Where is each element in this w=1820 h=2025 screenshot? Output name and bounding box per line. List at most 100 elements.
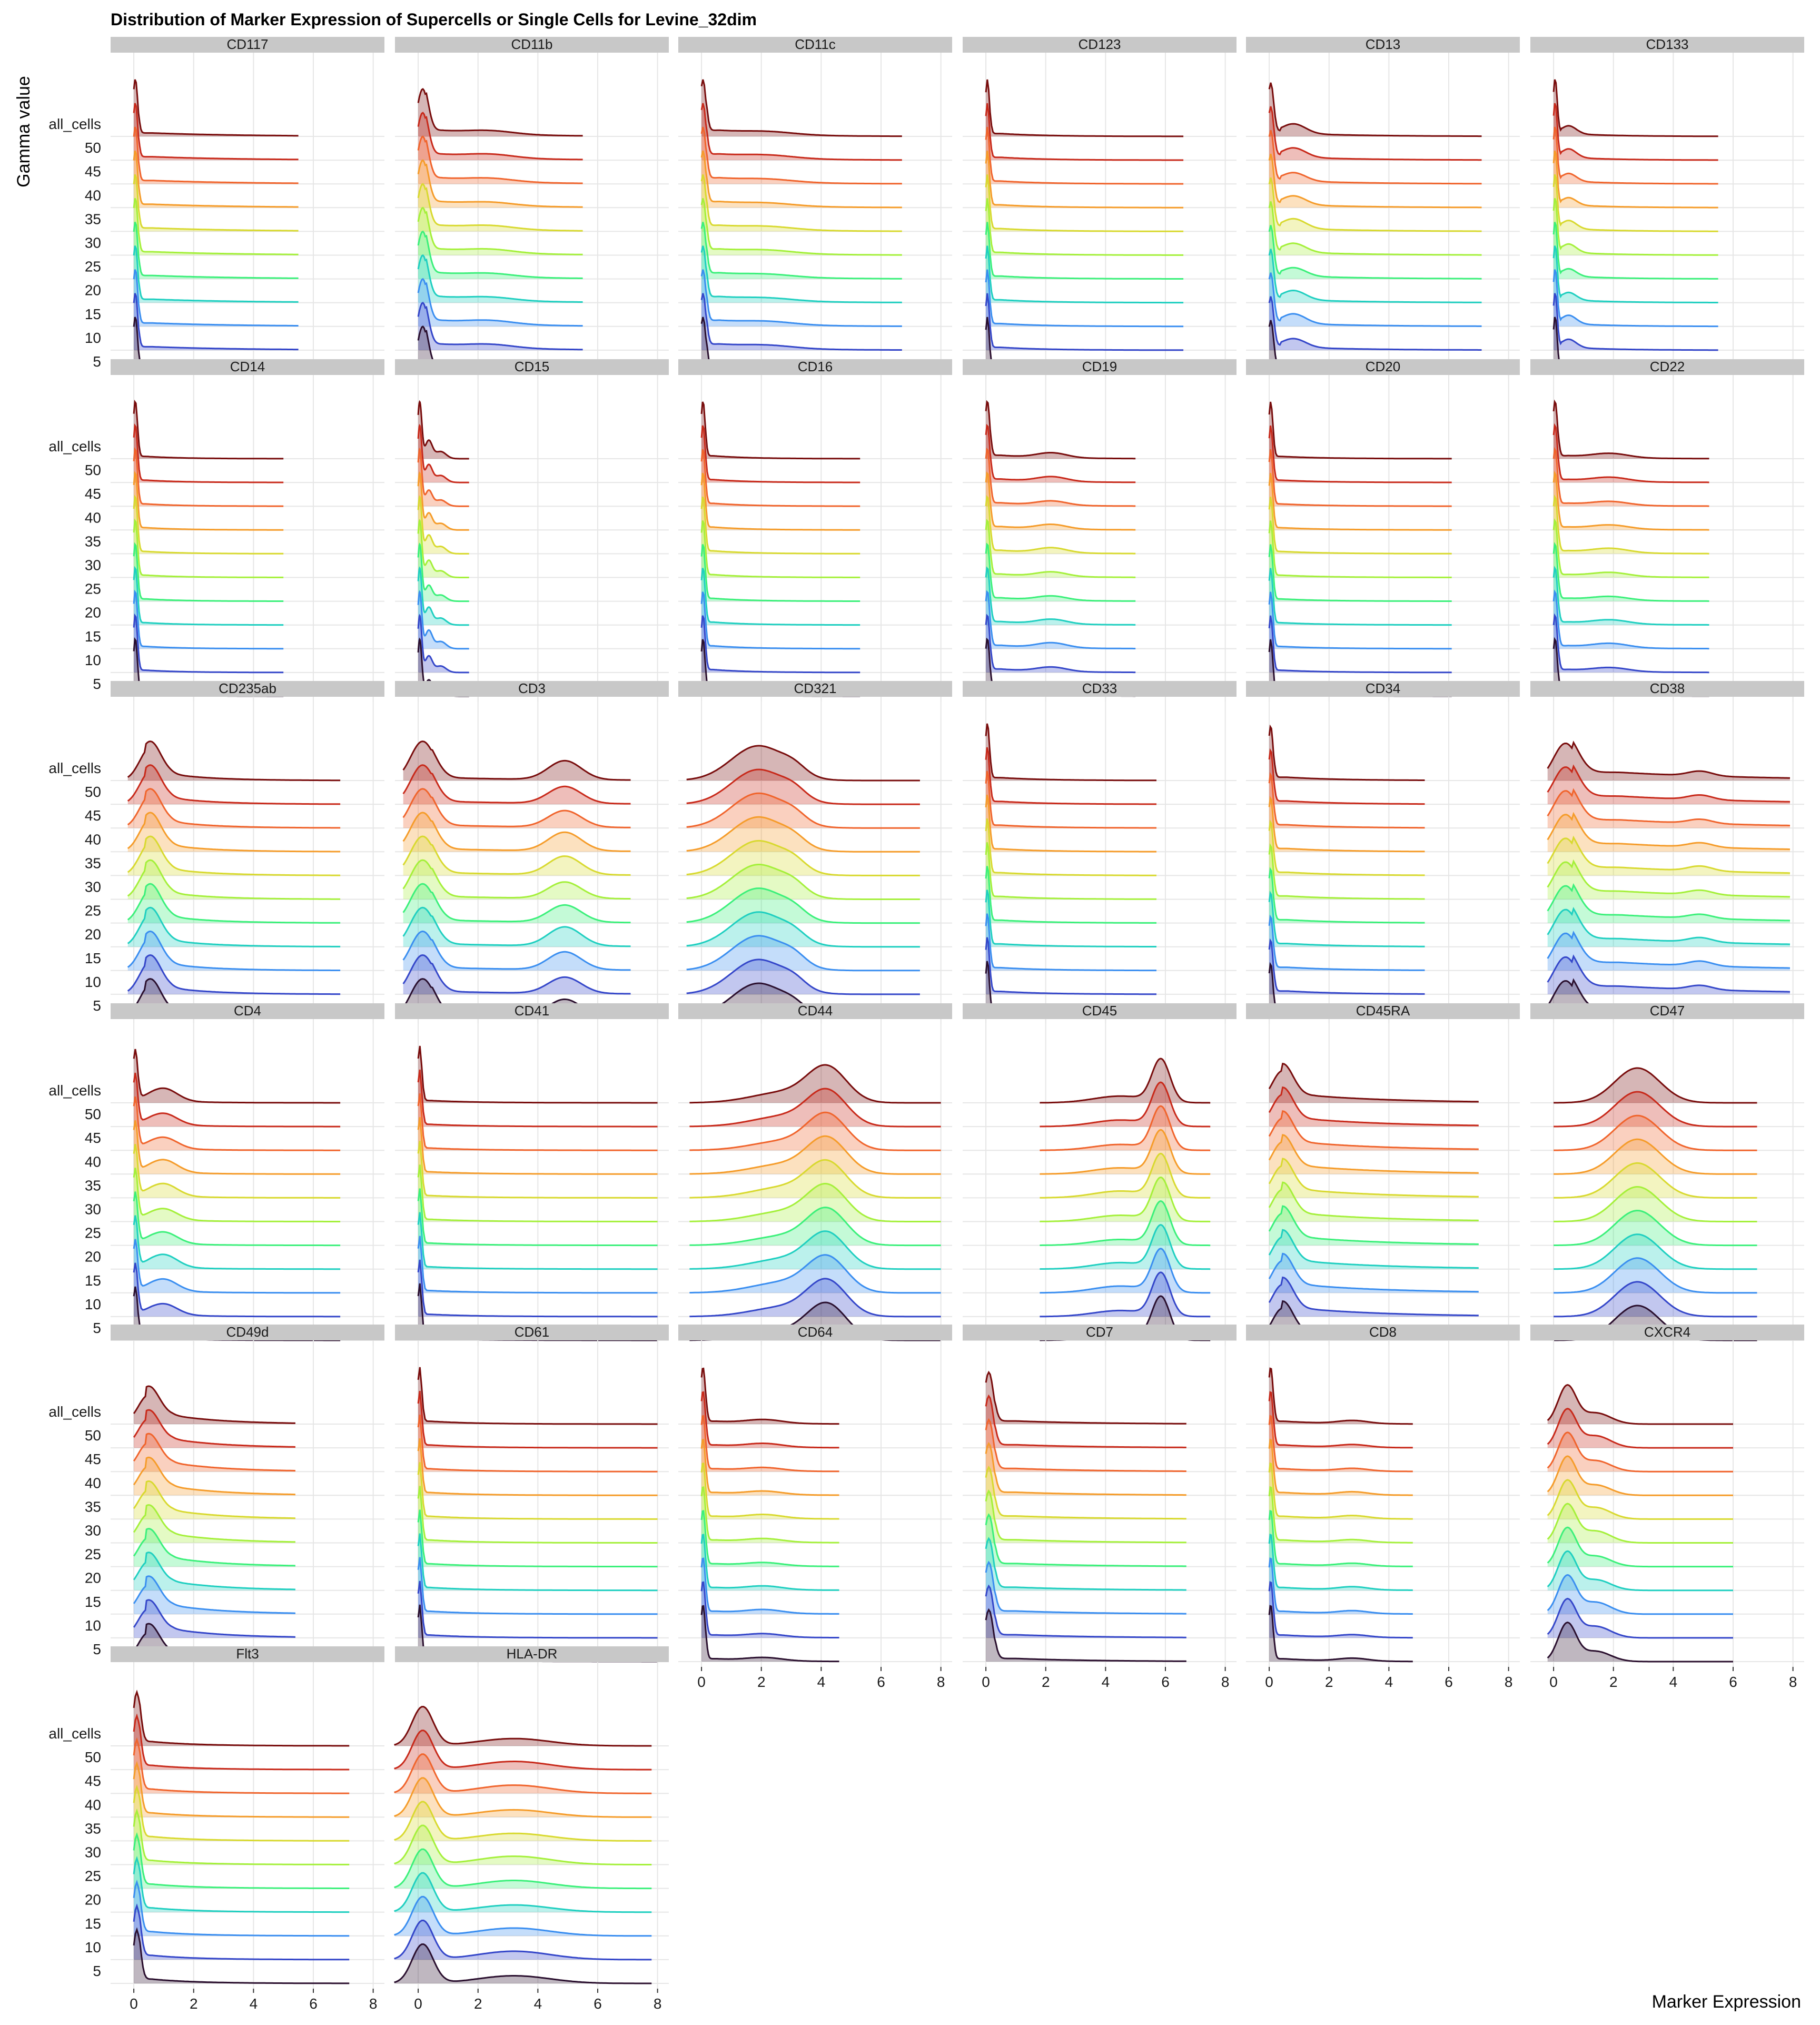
facet-strip (395, 359, 669, 375)
ridge-line-15 (700, 1557, 839, 1615)
ridge-fill-25 (418, 231, 583, 279)
ridge-fill-15 (134, 1239, 341, 1293)
ridge-fill-all_cells (134, 402, 284, 459)
ridge-line-15 (1552, 589, 1709, 650)
facet-label: CD45RA (1356, 1003, 1410, 1019)
ridge-line-45 (1040, 1105, 1211, 1151)
ridge-line-all_cells (133, 399, 284, 460)
x-tick-label: 0 (1265, 1674, 1273, 1690)
panel-cd49d: CD49d 5 10 15 20 25 30 35 40 45 50 all_cells (48, 1324, 384, 1667)
ridge-line-15 (689, 1254, 941, 1294)
y-tick-label: 10 (85, 330, 101, 346)
ridge-line-35 (133, 495, 284, 555)
ridge-line-10 (1547, 954, 1791, 993)
ridge-fill-40 (1554, 151, 1718, 208)
ridge-fill-all_cells (1269, 402, 1452, 459)
ridge-line-all_cells (417, 400, 469, 460)
ridge-line-20 (686, 911, 920, 948)
ridge-fill-35 (1547, 837, 1790, 876)
ridge-line-20 (133, 566, 284, 626)
ridge-line-30 (1268, 1486, 1413, 1544)
panel-cd64: CD64 0 2 4 6 8 (678, 1324, 952, 1690)
ridge-fill-50 (686, 769, 920, 805)
ridge-fill-10 (134, 1262, 341, 1317)
y-tick-label: 25 (85, 1225, 101, 1241)
x-tick-label: 2 (757, 1674, 766, 1690)
y-tick-label: 50 (85, 1106, 101, 1122)
facet-strip (395, 681, 669, 697)
ridge-line-10 (1268, 1276, 1479, 1317)
ridge-line-45 (394, 1753, 652, 1794)
facet-strip (395, 1003, 669, 1019)
ridge-line-10 (700, 1581, 839, 1638)
ridge-line-40 (700, 472, 860, 531)
ridge-line-10 (133, 1262, 341, 1318)
facet-label: CD61 (515, 1324, 549, 1340)
ridge-line-20 (985, 890, 1156, 947)
ridge-fill-45 (403, 788, 631, 828)
ridge-line-50 (417, 112, 583, 161)
ridge-line-30 (127, 859, 341, 900)
ridge-line-15 (133, 269, 299, 327)
ridge-line-all_cells (1268, 401, 1452, 460)
ridge-line-50 (1552, 423, 1709, 483)
ridge-line-5 (394, 1943, 652, 1984)
ridge-line-40 (402, 812, 631, 852)
facet-label: CD41 (515, 1003, 549, 1019)
ridge-line-all_cells (1552, 79, 1718, 137)
ridge-fill-20 (1547, 908, 1790, 947)
ridge-line-15 (1552, 269, 1718, 328)
ridge-line-50 (1268, 106, 1482, 161)
ridge-line-30 (133, 1808, 350, 1865)
ridge-fill-50 (134, 1073, 341, 1127)
ridge-fill-30 (1554, 198, 1718, 255)
facet-label: Flt3 (236, 1646, 259, 1662)
y-tick-label: 30 (85, 1523, 101, 1539)
ridge-fill-all_cells (1554, 1068, 1757, 1103)
y-tick-label: 20 (85, 605, 101, 621)
facet-label: CD47 (1650, 1003, 1685, 1019)
ridge-line-15 (133, 1575, 295, 1614)
ridge-line-40 (1040, 1129, 1211, 1175)
ridge-line-10 (700, 615, 860, 674)
ridge-fill-25 (134, 1191, 341, 1246)
ridge-line-20 (417, 1212, 658, 1270)
ridge-line-all_cells (133, 79, 299, 137)
ridge-fill-20 (134, 1215, 341, 1269)
ridge-fill-35 (689, 1160, 941, 1198)
facet-strip (111, 1646, 384, 1662)
ridge-fill-35 (686, 841, 920, 876)
y-tick-label: all_cells (48, 1404, 101, 1420)
panel-cd117: CD117 5 10 15 20 25 30 35 40 45 50 all_cells (48, 36, 384, 379)
ridge-fill-30 (1554, 1187, 1757, 1222)
ridge-line-all_cells (127, 740, 341, 782)
ridge-fill-15 (1554, 1258, 1757, 1293)
ridge-line-40 (1552, 150, 1718, 209)
x-tick-label: 8 (1221, 1674, 1230, 1690)
x-tick-label: 4 (534, 1996, 542, 2012)
ridge-fill-40 (134, 1120, 341, 1174)
ridge-line-25 (1547, 883, 1791, 922)
ridge-line-45 (133, 1096, 341, 1151)
y-tick-label: 5 (93, 353, 101, 370)
ridge-line-25 (133, 222, 299, 279)
ridge-line-all_cells (133, 1690, 350, 1747)
ridge-fill-35 (418, 497, 469, 554)
ridge-fill-10 (1547, 1598, 1733, 1638)
ridge-line-10 (689, 1278, 941, 1318)
ridge-line-50 (689, 1088, 941, 1128)
ridge-line-25 (1268, 544, 1452, 602)
ridge-line-45 (1547, 1431, 1733, 1473)
ridge-line-all_cells (1547, 740, 1791, 779)
x-tick-label: 0 (414, 1996, 422, 2012)
y-tick-label: 15 (85, 628, 101, 645)
y-tick-label: 35 (85, 211, 101, 227)
ridge-line-10 (133, 613, 284, 674)
ridge-line-40 (1268, 795, 1425, 853)
ridge-fill-all_cells (1554, 402, 1709, 459)
ridge-fill-45 (1547, 790, 1790, 828)
ridge-fill-30 (1547, 861, 1790, 900)
ridge-fill-45 (1269, 1111, 1479, 1151)
ridge-fill-20 (1554, 245, 1718, 303)
ridge-line-40 (985, 151, 1184, 209)
